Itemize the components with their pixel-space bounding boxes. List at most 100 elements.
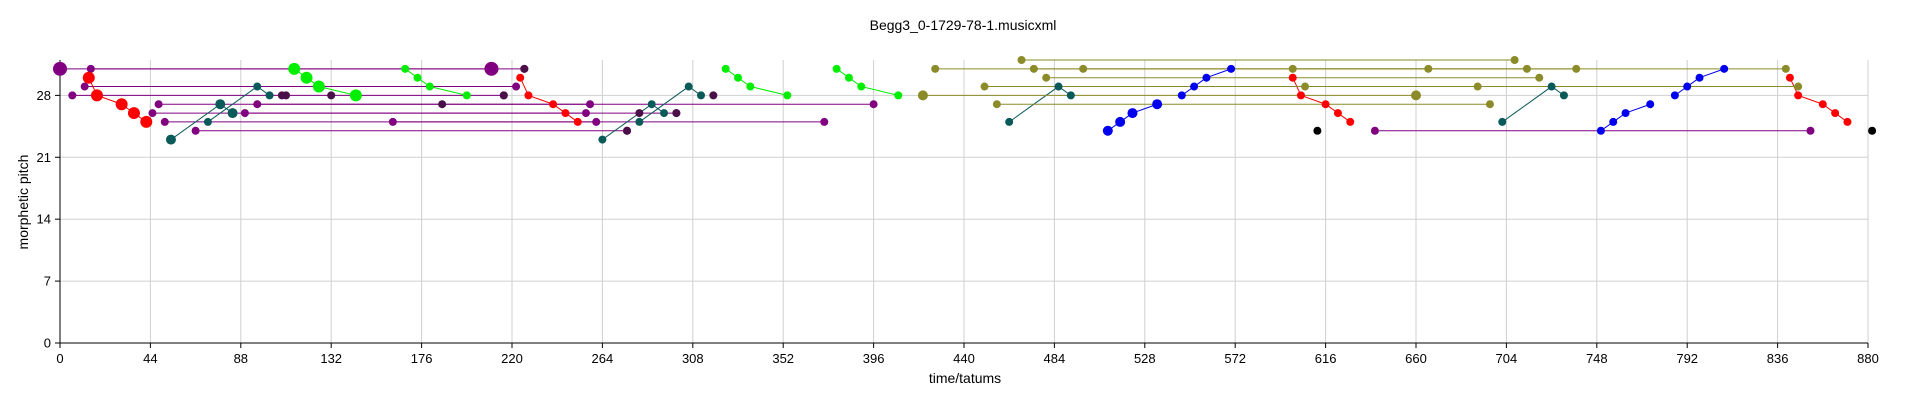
data-point bbox=[1333, 109, 1342, 118]
data-point bbox=[300, 71, 313, 84]
data-point bbox=[165, 134, 176, 145]
data-point bbox=[1301, 82, 1310, 91]
x-tick-label: 132 bbox=[320, 351, 342, 366]
data-point bbox=[635, 109, 644, 118]
x-tick-label: 220 bbox=[501, 351, 523, 366]
data-point bbox=[215, 99, 226, 110]
data-point bbox=[931, 64, 940, 73]
x-tick-label: 396 bbox=[863, 351, 885, 366]
data-point bbox=[1152, 99, 1163, 110]
data-point bbox=[1370, 126, 1379, 135]
data-point bbox=[561, 109, 570, 118]
data-point bbox=[1522, 64, 1531, 73]
data-point bbox=[1794, 82, 1803, 91]
data-point bbox=[425, 82, 434, 91]
data-point bbox=[1510, 56, 1519, 64]
x-tick-label: 0 bbox=[56, 351, 63, 366]
y-tick-label: 14 bbox=[37, 212, 51, 227]
data-point bbox=[148, 109, 157, 118]
data-point bbox=[253, 82, 262, 91]
data-point bbox=[240, 109, 249, 118]
data-point bbox=[1321, 100, 1330, 109]
x-axis-title: time/tatums bbox=[929, 370, 1001, 386]
data-point bbox=[1424, 64, 1433, 73]
data-point bbox=[516, 73, 525, 82]
data-point bbox=[1177, 91, 1186, 100]
chart-title: Begg3_0-1729-78-1.musicxml bbox=[870, 17, 1057, 33]
data-point bbox=[734, 73, 742, 82]
data-point bbox=[524, 91, 533, 100]
data-point bbox=[1411, 90, 1421, 101]
data-point bbox=[1559, 91, 1568, 100]
data-point bbox=[265, 91, 274, 100]
data-point bbox=[697, 91, 706, 100]
data-point bbox=[520, 64, 529, 73]
data-point bbox=[1785, 73, 1794, 82]
x-tick-label: 748 bbox=[1586, 351, 1608, 366]
series-line bbox=[1600, 103, 1651, 132]
y-tick-label: 21 bbox=[37, 150, 51, 165]
x-tick-label: 660 bbox=[1405, 351, 1427, 366]
x-tick-label: 352 bbox=[772, 351, 794, 366]
data-point bbox=[277, 91, 286, 100]
data-point bbox=[623, 126, 632, 135]
x-tick-label: 44 bbox=[143, 351, 157, 366]
data-point bbox=[484, 61, 499, 76]
data-point bbox=[1227, 64, 1236, 73]
data-point bbox=[349, 89, 362, 102]
data-point bbox=[1005, 117, 1014, 126]
data-point bbox=[327, 91, 336, 100]
grid bbox=[59, 60, 1869, 344]
series-line bbox=[404, 68, 467, 96]
data-point bbox=[140, 115, 153, 128]
series-line bbox=[293, 68, 356, 96]
series-line bbox=[1501, 85, 1565, 123]
y-tick-label: 0 bbox=[44, 336, 51, 351]
x-tick-label: 176 bbox=[411, 351, 433, 366]
series-line bbox=[1674, 68, 1725, 96]
data-point bbox=[1535, 73, 1544, 82]
data-point bbox=[1102, 125, 1113, 136]
y-tick-label: 28 bbox=[37, 88, 51, 103]
x-tick-label: 572 bbox=[1224, 351, 1246, 366]
data-point bbox=[413, 73, 422, 82]
series-line bbox=[725, 68, 788, 96]
x-tick-label: 88 bbox=[234, 351, 248, 366]
data-point bbox=[1720, 64, 1729, 73]
data-point bbox=[660, 109, 669, 118]
x-tick-label: 264 bbox=[592, 351, 614, 366]
x-tick-label: 616 bbox=[1315, 351, 1337, 366]
data-point bbox=[462, 91, 471, 100]
data-point bbox=[1079, 64, 1088, 73]
data-point bbox=[1202, 73, 1211, 82]
data-point bbox=[980, 82, 989, 91]
data-point bbox=[1596, 126, 1605, 135]
data-point bbox=[586, 100, 595, 109]
data-point bbox=[672, 109, 681, 118]
data-point bbox=[783, 91, 792, 100]
data-point bbox=[1646, 100, 1655, 109]
data-point bbox=[1683, 82, 1692, 91]
data-point bbox=[1288, 73, 1297, 82]
data-point bbox=[499, 91, 508, 100]
data-point bbox=[53, 61, 67, 76]
data-point bbox=[1042, 73, 1051, 82]
data-point bbox=[1029, 64, 1038, 73]
series-line bbox=[1181, 68, 1232, 96]
data-point bbox=[1572, 64, 1581, 73]
data-point bbox=[1190, 82, 1199, 91]
data-point bbox=[1547, 82, 1556, 91]
data-point bbox=[598, 135, 607, 144]
data-point bbox=[1818, 100, 1827, 109]
data-point bbox=[1498, 117, 1507, 126]
series-points bbox=[53, 56, 1877, 145]
data-point bbox=[1288, 64, 1297, 73]
axes: 0 44 88 132 176 220 264 308 352 396 440 484 528 572 61… bbox=[37, 60, 1879, 366]
data-point bbox=[127, 107, 140, 120]
data-point bbox=[154, 100, 163, 109]
data-point bbox=[191, 126, 200, 135]
data-point bbox=[82, 71, 95, 84]
series-line bbox=[1107, 103, 1158, 132]
data-point bbox=[1781, 64, 1790, 73]
data-point bbox=[1054, 82, 1063, 91]
